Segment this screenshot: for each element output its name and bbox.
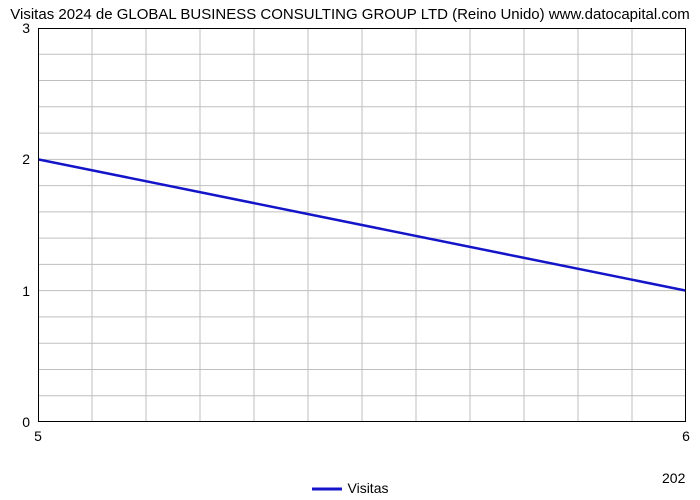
x-tick-label: 6 [682,428,690,444]
chart-svg [38,28,686,422]
plot-area: 012356 [38,28,686,422]
legend-label: Visitas [348,480,389,496]
y-tick-label: 1 [22,283,30,299]
legend: Visitas [0,480,700,496]
y-tick-label: 0 [22,414,30,430]
x-label-right: 202 [662,470,700,486]
x-tick-label: 5 [34,428,42,444]
legend-line [312,485,342,493]
y-tick-label: 3 [22,20,30,36]
y-tick-label: 2 [22,151,30,167]
chart-title: Visitas 2024 de GLOBAL BUSINESS CONSULTI… [0,6,700,23]
